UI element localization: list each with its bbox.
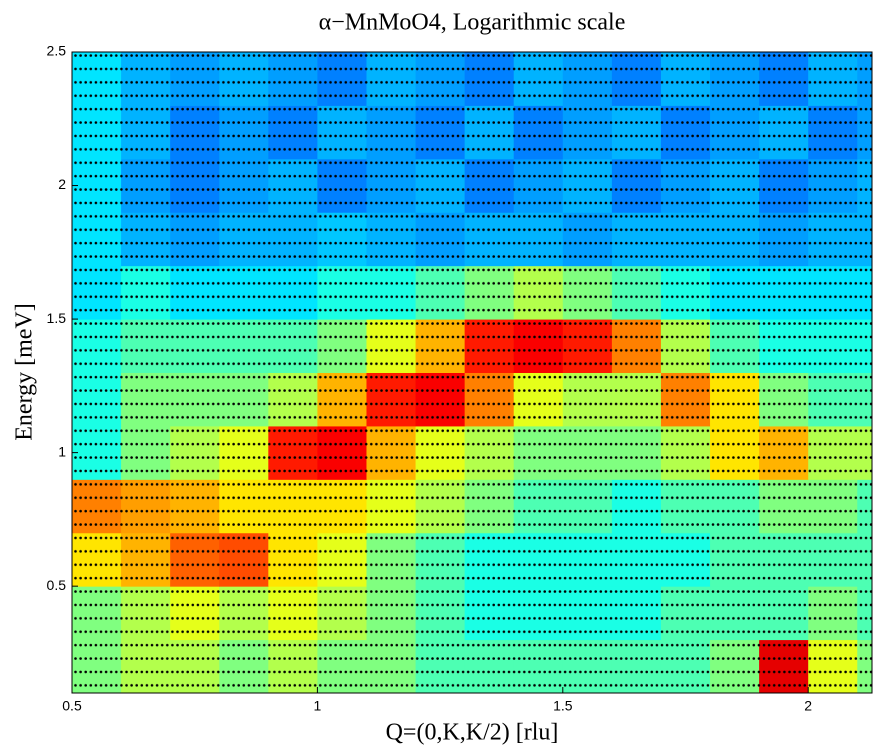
x-axis-label: Q=(0,K,K/2) [rlu] — [386, 720, 559, 746]
y-tick-label: 2 — [58, 176, 66, 192]
chart-title: α−MnMoO4, Logarithmic scale — [319, 10, 626, 36]
plot-frame — [71, 51, 873, 694]
x-tick-label: 0.5 — [62, 698, 82, 714]
x-tick-label: 2 — [804, 698, 812, 714]
x-tick-label: 1.5 — [553, 698, 573, 714]
y-axis-label: Energy [meV] — [12, 303, 38, 441]
sample-points — [72, 52, 872, 693]
y-tick-label: 2.5 — [47, 43, 67, 59]
y-tick-label: 0.5 — [47, 577, 67, 593]
x-tick-label: 1 — [314, 698, 322, 714]
y-tick-label: 1 — [58, 443, 66, 459]
y-tick-label: 1.5 — [47, 310, 67, 326]
